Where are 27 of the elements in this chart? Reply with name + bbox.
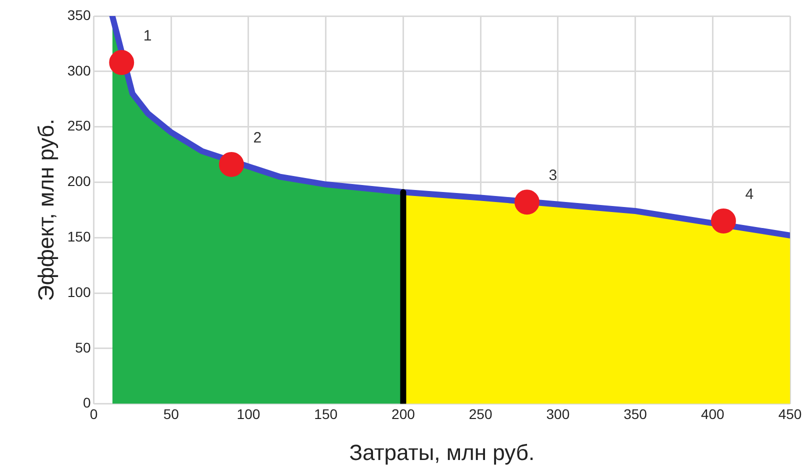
x-tick-label: 300: [546, 406, 570, 422]
point: [218, 152, 244, 177]
annotation: 2: [253, 129, 262, 146]
x-tick-label: 450: [778, 406, 802, 422]
y-tick-label: 250: [67, 118, 91, 134]
x-tick-label: 50: [163, 406, 180, 422]
annotation: 1: [143, 28, 152, 45]
y-tick-label: 350: [67, 6, 91, 23]
x-tick-label: 400: [700, 406, 725, 422]
y-axis-title: Эффект, млн руб.: [33, 118, 58, 301]
annotation: 4: [745, 186, 754, 203]
y-tick-label: 200: [67, 173, 91, 190]
y-tick-label: 0: [82, 394, 91, 411]
x-tick-label: 350: [624, 406, 648, 422]
x-tick-label: 250: [468, 406, 492, 422]
point: [710, 208, 736, 234]
x-axis-title: Затраты, млн руб.: [349, 440, 535, 465]
point: [109, 50, 134, 76]
annotation: 3: [548, 167, 558, 184]
x-tick-label: 150: [314, 406, 338, 422]
y-tick-label: 300: [67, 62, 91, 78]
y-tick-label: 150: [67, 228, 91, 244]
x-tick-label: 100: [236, 406, 260, 422]
x-tick-label: 200: [392, 406, 416, 422]
y-tick-label: 100: [67, 284, 91, 300]
y-tick-label: 50: [75, 339, 91, 356]
point: [514, 190, 540, 215]
